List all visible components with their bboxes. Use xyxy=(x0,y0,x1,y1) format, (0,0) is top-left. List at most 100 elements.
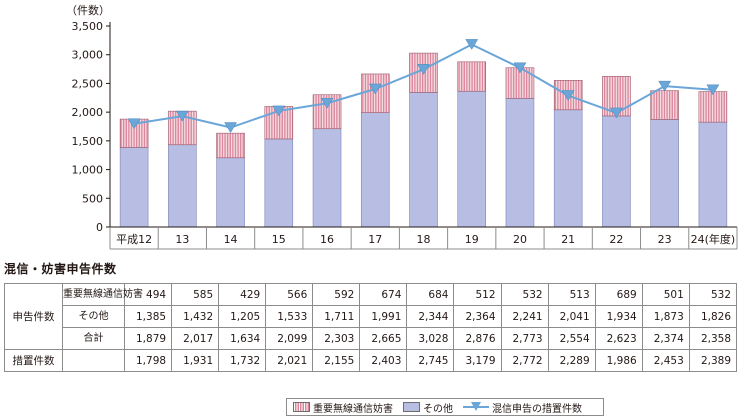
cell-other: 1,991 xyxy=(359,305,408,328)
row-label-measures: 措置件数 xyxy=(4,349,63,372)
x-axis: 平成12 13 14 15 16 17 18 19 20 21 22 23 24(年度) xyxy=(109,226,738,250)
cell-important: 513 xyxy=(547,283,596,306)
cell-other: 1,533 xyxy=(265,305,314,328)
x-tick-label: 15 xyxy=(272,233,286,246)
bar-other xyxy=(650,119,679,228)
line-marker-triangle xyxy=(320,97,334,109)
bar-important xyxy=(216,132,245,159)
cell-other: 2,041 xyxy=(547,305,596,328)
cell-important: 684 xyxy=(406,283,455,306)
line-marker-triangle xyxy=(706,84,720,96)
line-marker-triangle xyxy=(127,118,141,130)
legend-item-measures: 混信申告の措置件数 xyxy=(463,400,582,415)
bar-other xyxy=(264,138,294,228)
bar-other xyxy=(602,115,631,228)
y-axis: 0 500 1,000 1,500 2,000 2,500 3,000 3,500 xyxy=(72,20,111,234)
cell-other: 1,432 xyxy=(171,305,220,328)
line-marker-triangle xyxy=(175,110,189,122)
cell-other: 2,241 xyxy=(500,305,549,328)
legend: 重要無線通信妨害 その他 混信申告の措置件数 xyxy=(286,398,604,416)
bar-important xyxy=(698,91,728,123)
cell-total: 2,554 xyxy=(547,327,596,350)
line-marker-triangle xyxy=(272,105,286,117)
bar-other xyxy=(216,157,245,228)
cell-important: 585 xyxy=(171,283,220,306)
table-row-measures: 措置件数 1,798 1,931 1,732 2,021 2,155 2,403 2,745… xyxy=(4,349,738,372)
cell-measures: 1,732 xyxy=(218,349,267,372)
y-tick-label: 500 xyxy=(82,192,103,205)
legend-label-important: 重要無線通信妨害 xyxy=(313,403,393,415)
line-marker-triangle xyxy=(224,122,238,134)
x-tick-label: 18 xyxy=(417,233,431,246)
cell-measures: 1,798 xyxy=(123,349,173,372)
line-marker-triangle xyxy=(561,90,575,102)
cell-important: 592 xyxy=(312,283,361,306)
bar-important xyxy=(650,90,679,120)
cell-measures: 2,389 xyxy=(688,349,738,372)
cell-total: 1,634 xyxy=(218,327,267,350)
legend-item-other: その他 xyxy=(403,400,453,415)
bar-other xyxy=(312,128,342,228)
line-marker-triangle xyxy=(609,107,623,119)
cell-measures: 2,745 xyxy=(406,349,455,372)
bar-important xyxy=(457,61,487,92)
line-marker-triangle xyxy=(658,80,672,92)
cell-total: 2,665 xyxy=(359,327,408,350)
y-tick-label: 2,000 xyxy=(72,106,104,119)
legend-label-measures: 混信申告の措置件数 xyxy=(492,403,582,415)
y-tick-label: 2,500 xyxy=(72,77,104,90)
x-tick-label: 17 xyxy=(368,233,382,246)
cell-other: 1,826 xyxy=(688,305,738,328)
x-tick-label: 19 xyxy=(465,233,479,246)
y-tick-label: 3,000 xyxy=(72,49,104,62)
table-row-important: 申告件数 重要無線通信妨害 494 585 429 566 592 674 684 512 53… xyxy=(4,283,738,350)
y-tick-label: 0 xyxy=(96,221,103,234)
row-label-other: その他 xyxy=(62,305,125,328)
line-marker-triangle xyxy=(417,64,430,75)
data-table: 申告件数 重要無線通信妨害 494 585 429 566 592 674 684 512 53… xyxy=(4,283,738,372)
bar-group xyxy=(119,52,728,228)
cell-measures: 1,986 xyxy=(594,349,643,372)
chart-area: （件数） 05001,0001,5002,0002,5003,0003,500 … xyxy=(66,4,738,250)
line-marker-triangle xyxy=(513,62,527,74)
cell-other: 2,364 xyxy=(453,305,502,328)
cell-measures: 2,021 xyxy=(265,349,314,372)
cell-important: 501 xyxy=(641,283,690,306)
y-tick-label: 1,000 xyxy=(72,164,104,177)
group-label-declared: 申告件数 xyxy=(4,283,63,350)
cell-other: 1,205 xyxy=(218,305,267,328)
table-row-total: 合計 1,879 2,017 1,634 2,099 2,303 2,665 3,028 2,… xyxy=(5,327,738,350)
cell-other: 1,934 xyxy=(594,305,643,328)
cell-measures: 2,289 xyxy=(547,349,596,372)
row-label-blank xyxy=(62,349,125,372)
bar-other xyxy=(409,92,438,228)
bar-other xyxy=(505,98,535,228)
line-marker-triangle xyxy=(368,83,382,95)
y-tick-label: 1,500 xyxy=(72,135,104,148)
cell-measures: 2,772 xyxy=(500,349,549,372)
table-title: 混信・妨害申告件数 xyxy=(4,262,117,276)
cell-other: 1,873 xyxy=(641,305,690,328)
cell-total: 2,876 xyxy=(453,327,502,350)
cell-total: 2,374 xyxy=(641,327,690,350)
cell-important: 532 xyxy=(500,283,549,306)
cell-other: 2,344 xyxy=(406,305,455,328)
line-series xyxy=(127,39,720,134)
x-tick-label: 24(年度) xyxy=(691,232,736,246)
legend-swatch-important xyxy=(293,402,310,412)
cell-total: 3,028 xyxy=(406,327,455,350)
cell-important: 566 xyxy=(265,283,314,306)
cell-important: 689 xyxy=(594,283,643,306)
bar-other xyxy=(698,121,728,228)
x-tick-label: 16 xyxy=(320,233,334,246)
cell-important: 512 xyxy=(453,283,502,306)
x-tick-label: 21 xyxy=(561,233,575,246)
cell-total: 2,773 xyxy=(500,327,549,350)
cell-measures: 2,403 xyxy=(359,349,408,372)
x-tick-label: 22 xyxy=(609,233,623,246)
line-marker-triangle xyxy=(465,39,479,50)
cell-total: 2,303 xyxy=(312,327,361,350)
cell-total: 1,879 xyxy=(123,327,173,350)
bar-other xyxy=(360,112,390,228)
table-row-other: その他 1,385 1,432 1,205 1,533 1,711 1,991 2,344 2… xyxy=(5,305,738,328)
